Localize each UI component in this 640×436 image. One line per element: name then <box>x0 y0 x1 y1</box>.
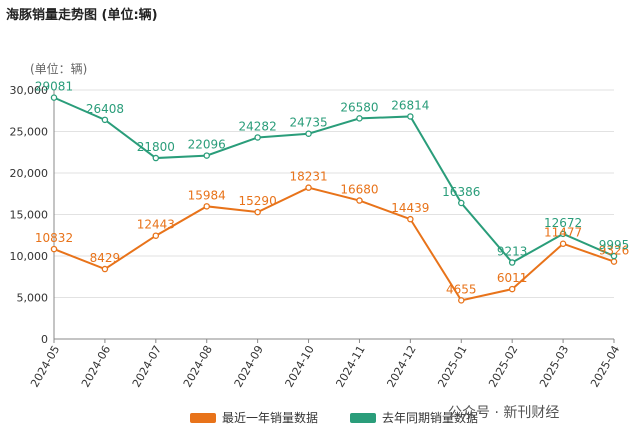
x-tick-label: 2024-11 <box>334 343 368 389</box>
series-1-point <box>407 113 414 120</box>
series-layer <box>50 94 618 304</box>
y-tick-label: 10,000 <box>10 250 49 263</box>
series-0-point <box>356 197 363 204</box>
x-tick-label: 2025-02 <box>486 343 520 389</box>
series-0-point <box>610 258 618 265</box>
series-1-data-label: 12672 <box>544 216 582 230</box>
series-1-point <box>458 199 465 207</box>
series-0-point <box>559 240 567 247</box>
series-1-point <box>101 116 109 124</box>
y-tick-label: 0 <box>41 333 48 346</box>
series-1-point <box>152 154 160 162</box>
x-tick-label: 2024-12 <box>384 343 418 389</box>
y-tick-label: 5,000 <box>17 292 49 305</box>
series-0-point <box>101 265 109 273</box>
series-0-data-label: 8429 <box>90 251 121 265</box>
legend-label-1: 去年同期销量数据 <box>382 410 478 425</box>
x-tick-label: 2025-04 <box>588 343 622 389</box>
x-tick-label: 2024-07 <box>130 343 164 389</box>
y-tick-label: 30,000 <box>10 84 49 97</box>
series-1-data-label: 9995 <box>599 238 630 252</box>
series-0-point <box>407 215 414 223</box>
series-1-point <box>508 259 516 266</box>
x-tick-label: 2024-09 <box>232 343 266 389</box>
legend: 最近一年销量数据 去年同期销量数据 <box>190 410 478 425</box>
series-1-data-label: 16386 <box>442 185 480 199</box>
series-0-point <box>508 285 516 293</box>
legend-label-0: 最近一年销量数据 <box>222 410 318 425</box>
x-tick-label: 2024-06 <box>79 343 113 389</box>
x-tick-label: 2024-10 <box>283 343 317 389</box>
chart-title: 海豚销量走势图 (单位:辆) <box>6 8 158 23</box>
series-0-data-label: 10832 <box>35 231 73 245</box>
series-0-point <box>203 203 210 210</box>
series-1-point <box>254 134 261 141</box>
series-1-point <box>50 94 58 101</box>
series-0-data-label: 12443 <box>137 218 175 232</box>
data-labels-layer: 10832 8429 12443 15984 15290 18231 16680 14439 4… <box>35 80 629 297</box>
series-0-data-label: 9326 <box>599 244 630 258</box>
y-tick-label: 25,000 <box>10 126 49 139</box>
y-tick-label: 15,000 <box>10 209 49 222</box>
grid-lines <box>54 89 614 298</box>
series-1-point <box>356 115 363 122</box>
series-0-data-label: 18231 <box>289 170 327 184</box>
series-0-data-label: 4655 <box>446 282 477 296</box>
series-1-data-label: 24282 <box>239 119 277 133</box>
series-1-data-label: 26408 <box>86 102 124 116</box>
series-0-data-label: 15290 <box>239 194 277 208</box>
series-0-data-label: 11477 <box>544 226 582 240</box>
series-line-1 <box>53 96 615 264</box>
legend-swatch-1 <box>350 413 376 423</box>
x-tick-label: 2025-01 <box>435 343 469 389</box>
x-tick-label: 2025-03 <box>537 343 571 389</box>
series-0-data-label: 15984 <box>188 188 226 202</box>
series-1-data-label: 24735 <box>289 116 327 130</box>
x-tick-label: 2024-05 <box>28 343 62 389</box>
x-tick-label: 2024-08 <box>181 343 215 389</box>
series-1-data-label: 9213 <box>497 245 528 259</box>
series-0-point <box>305 184 312 191</box>
series-line-0 <box>53 186 615 302</box>
series-1-data-label: 26814 <box>391 98 429 112</box>
series-0-point <box>50 245 58 253</box>
series-1-point <box>203 152 210 159</box>
series-0-point <box>152 232 160 239</box>
series-0-point <box>254 208 261 216</box>
series-1-point <box>610 252 618 260</box>
series-0-data-label: 16680 <box>340 183 378 197</box>
series-1-data-label: 29081 <box>35 80 73 94</box>
watermark-text: 公众号 · 新刊财经 <box>448 405 560 421</box>
series-0-point <box>458 297 465 304</box>
series-0-data-label: 6011 <box>497 271 528 285</box>
series-1-point <box>559 230 567 238</box>
y-unit-label: (单位：辆) <box>30 61 87 76</box>
legend-swatch-0 <box>190 413 216 423</box>
series-0-data-label: 14439 <box>391 201 429 215</box>
series-1-point <box>305 130 312 137</box>
series-1-data-label: 21800 <box>137 140 175 154</box>
series-1-data-label: 22096 <box>188 138 226 152</box>
y-tick-label: 20,000 <box>10 167 49 180</box>
series-1-data-label: 26580 <box>340 100 378 114</box>
